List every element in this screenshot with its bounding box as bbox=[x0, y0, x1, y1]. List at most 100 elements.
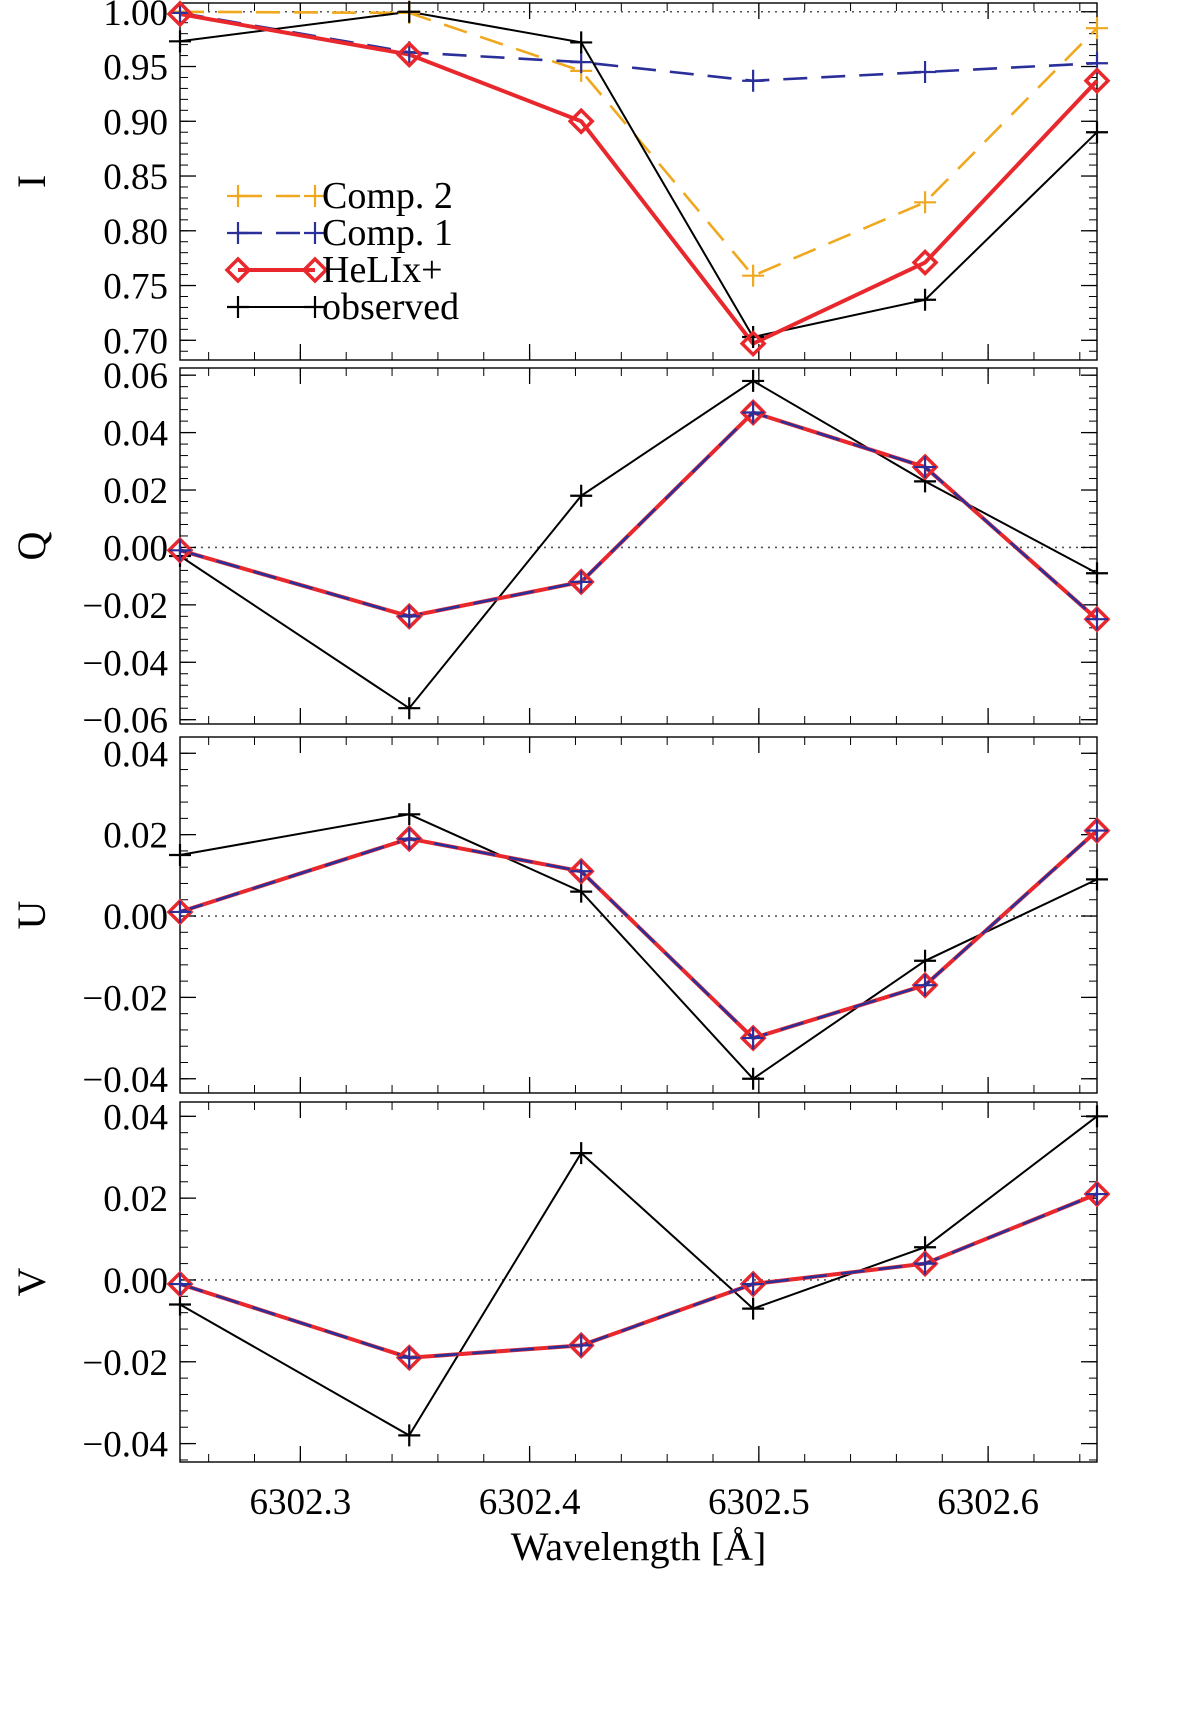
x-tick-label: 6302.6 bbox=[937, 1482, 1039, 1523]
data-point-helix bbox=[567, 107, 595, 135]
y-tick-label: −0.04 bbox=[82, 1060, 168, 1101]
panel-y-label: Q bbox=[9, 531, 54, 560]
data-point-observed bbox=[742, 1297, 765, 1320]
series-line-observed bbox=[179, 813, 1098, 1081]
data-point-comp1 bbox=[570, 570, 593, 593]
y-tick-label: 0.95 bbox=[103, 48, 168, 89]
data-point-comp1 bbox=[398, 605, 421, 628]
data-point-comp1 bbox=[742, 401, 765, 424]
data-point-observed bbox=[914, 288, 937, 311]
data-point-observed bbox=[169, 30, 191, 53]
data-point-comp2 bbox=[914, 191, 937, 214]
data-point-comp1 bbox=[169, 539, 191, 562]
data-point-observed bbox=[742, 369, 765, 392]
y-tick-label: 0.02 bbox=[103, 471, 168, 512]
x-axis-label: Wavelength [Å] bbox=[511, 1524, 767, 1569]
panel-y-label: U bbox=[9, 900, 54, 929]
data-point-comp1 bbox=[914, 60, 937, 83]
data-point-comp1 bbox=[169, 1273, 191, 1296]
panel-frame bbox=[179, 736, 1098, 1094]
data-point-comp2 bbox=[742, 264, 765, 287]
data-point-comp1 bbox=[398, 827, 421, 850]
legend-marker-helix bbox=[224, 256, 252, 284]
y-tick-label: −0.02 bbox=[82, 1343, 168, 1384]
y-tick-label: 0.85 bbox=[103, 157, 168, 198]
y-tick-label: −0.04 bbox=[82, 643, 168, 684]
legend-marker-observed bbox=[227, 296, 249, 318]
y-tick-label: 0.06 bbox=[103, 356, 168, 397]
data-point-observed bbox=[398, 0, 421, 23]
data-point-comp1 bbox=[570, 1334, 593, 1357]
data-point-comp1 bbox=[914, 456, 937, 479]
y-tick-label: 0.00 bbox=[103, 1261, 168, 1302]
data-point-observed bbox=[570, 1142, 593, 1165]
data-point-comp2 bbox=[1086, 17, 1108, 40]
panel-y-label: I bbox=[9, 175, 54, 188]
data-point-observed bbox=[570, 31, 593, 54]
y-tick-label: −0.02 bbox=[82, 978, 168, 1019]
panel-frame bbox=[179, 367, 1098, 725]
y-tick-label: −0.02 bbox=[82, 586, 168, 627]
data-point-comp1 bbox=[742, 1273, 765, 1296]
y-tick-label: −0.04 bbox=[82, 1425, 168, 1466]
panel-y-label: V bbox=[9, 1267, 54, 1296]
data-point-comp1 bbox=[742, 69, 765, 92]
y-tick-label: 0.02 bbox=[103, 1179, 168, 1220]
panel-frame bbox=[179, 1101, 1098, 1463]
data-point-helix bbox=[911, 249, 939, 277]
legend-label-comp2: Comp. 2 bbox=[322, 175, 453, 217]
data-point-observed bbox=[570, 484, 593, 507]
legend-marker-observed bbox=[304, 296, 326, 318]
data-point-helix bbox=[1083, 67, 1111, 95]
y-tick-label: 0.80 bbox=[103, 212, 168, 253]
series-line-observed bbox=[179, 1115, 1098, 1437]
series-line-helix bbox=[179, 829, 1099, 1041]
data-point-observed bbox=[1086, 1105, 1108, 1128]
y-tick-label: 0.02 bbox=[103, 816, 168, 857]
data-point-observed bbox=[1086, 121, 1108, 144]
series-line-helix bbox=[179, 12, 1099, 347]
data-point-observed bbox=[169, 843, 191, 866]
y-tick-label: 0.04 bbox=[103, 734, 168, 775]
data-point-comp1 bbox=[1086, 1183, 1108, 1206]
data-point-helix bbox=[395, 40, 423, 68]
data-point-comp1 bbox=[570, 51, 593, 74]
data-point-observed bbox=[398, 697, 421, 720]
x-tick-label: 6302.4 bbox=[479, 1482, 581, 1523]
series-line-observed bbox=[179, 379, 1098, 710]
y-tick-label: 0.75 bbox=[103, 267, 168, 308]
series-line-observed bbox=[179, 10, 1098, 339]
y-tick-label: 0.00 bbox=[103, 897, 168, 938]
data-point-observed bbox=[1086, 868, 1108, 891]
legend-marker-comp2 bbox=[227, 185, 249, 207]
series-line-comp2 bbox=[179, 10, 1098, 278]
data-point-comp1 bbox=[914, 1252, 937, 1275]
data-point-comp1 bbox=[398, 1346, 421, 1369]
panel-frame bbox=[179, 2, 1098, 361]
series-line-comp1 bbox=[179, 411, 1098, 621]
y-tick-label: −0.06 bbox=[82, 701, 168, 742]
legend-label-observed: observed bbox=[322, 286, 459, 328]
legend-label-helix: HeLIx+ bbox=[322, 249, 443, 291]
data-point-comp1 bbox=[169, 1, 191, 24]
data-point-comp1 bbox=[1086, 608, 1108, 631]
y-tick-label: 0.90 bbox=[103, 102, 168, 143]
y-tick-label: 0.04 bbox=[103, 414, 168, 455]
data-point-comp1 bbox=[914, 974, 937, 997]
data-point-observed bbox=[914, 949, 937, 972]
x-tick-label: 6302.5 bbox=[708, 1482, 810, 1523]
legend-marker-comp2 bbox=[304, 185, 326, 207]
data-point-comp1 bbox=[1086, 819, 1108, 842]
series-line-comp1 bbox=[179, 1192, 1098, 1360]
legend-marker-comp1 bbox=[304, 222, 326, 244]
data-point-observed bbox=[1086, 562, 1108, 585]
y-tick-label: 0.70 bbox=[103, 321, 168, 362]
data-point-comp1 bbox=[570, 860, 593, 883]
legend-marker-comp1 bbox=[227, 222, 249, 244]
y-tick-label: 1.00 bbox=[103, 0, 168, 34]
y-tick-label: 0.04 bbox=[103, 1097, 168, 1138]
data-point-observed bbox=[398, 803, 421, 826]
series-line-comp1 bbox=[179, 829, 1098, 1040]
